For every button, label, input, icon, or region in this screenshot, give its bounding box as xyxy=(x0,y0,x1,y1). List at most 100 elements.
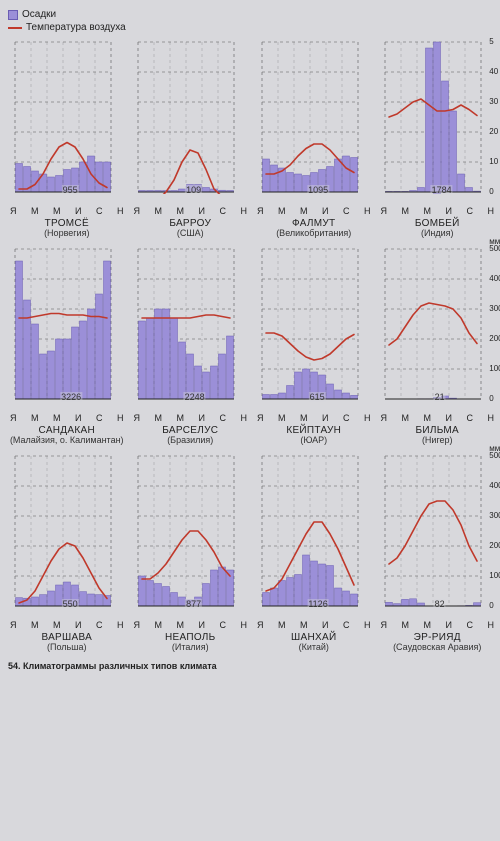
x-tick: С xyxy=(96,620,103,630)
chart-wrap: 215004003002001000мм xyxy=(383,247,491,412)
x-tick: Н xyxy=(240,413,247,423)
x-tick: И xyxy=(322,413,328,423)
precip-axis-tick: 300 xyxy=(489,304,500,313)
x-tick: С xyxy=(466,206,473,216)
x-axis-labels: ЯММИСН xyxy=(132,206,250,216)
climatogram-cell: 215004003002001000ммЯММИСНБИЛЬМА(Нигер) xyxy=(379,247,497,446)
page: Осадки Температура воздуха 955ЯММИСНТРОМ… xyxy=(0,0,500,675)
climatogram-cell: 955ЯММИСНТРОМСЁ(Норвегия) xyxy=(8,40,126,239)
precip-axis-tick: 400 xyxy=(489,481,500,490)
x-axis-labels: ЯММИСН xyxy=(255,620,373,630)
chart-wrap: 955 xyxy=(13,40,121,205)
x-tick: М xyxy=(402,620,410,630)
x-tick: И xyxy=(446,620,452,630)
climatogram-cell: 3226ЯММИСНСАНДАКАН(Малайзия, о. Калимант… xyxy=(8,247,126,446)
x-tick: Н xyxy=(117,620,124,630)
x-tick: С xyxy=(219,620,226,630)
x-tick: И xyxy=(322,206,328,216)
climatogram-svg xyxy=(136,40,244,194)
annual-precip-label: 877 xyxy=(185,599,202,609)
x-tick: С xyxy=(466,620,473,630)
country-name: (Великобритания) xyxy=(276,229,351,239)
x-tick: Н xyxy=(487,413,494,423)
precip-axis-tick: 40 xyxy=(489,67,500,76)
annual-precip-label: 2248 xyxy=(184,392,206,402)
x-tick: Я xyxy=(134,413,141,423)
climatogram-cell: 825004003002001000ммЯММИСНЭР-РИЯД(Саудов… xyxy=(379,454,497,653)
climatogram-svg xyxy=(260,247,368,401)
mm-unit-label: мм xyxy=(489,237,500,246)
precip-axis-tick: 100 xyxy=(489,571,500,580)
precip-axis-tick: 0 xyxy=(489,394,500,403)
climatogram-svg xyxy=(13,40,121,194)
x-axis-labels: ЯММИСН xyxy=(8,206,126,216)
temp-swatch xyxy=(8,27,22,29)
x-tick: Я xyxy=(257,206,264,216)
x-tick: М xyxy=(177,206,185,216)
precip-axis-tick: 5 xyxy=(489,37,500,46)
x-tick: М xyxy=(402,413,410,423)
x-tick: И xyxy=(199,413,205,423)
climatogram-svg xyxy=(383,247,491,401)
x-tick: И xyxy=(446,206,452,216)
precip-axis-tick: 300 xyxy=(489,511,500,520)
climatogram-cell: 877ЯММИСННЕАПОЛЬ(Италия) xyxy=(132,454,250,653)
x-tick: Я xyxy=(381,620,388,630)
chart-wrap: 1126 xyxy=(260,454,368,619)
country-name: (Саудовская Аравия) xyxy=(393,643,481,653)
annual-precip-label: 21 xyxy=(434,392,446,402)
x-tick: М xyxy=(300,620,308,630)
x-tick: М xyxy=(155,620,163,630)
x-tick: Я xyxy=(10,620,17,630)
x-tick: С xyxy=(96,206,103,216)
chart-wrap: 3226 xyxy=(13,247,121,412)
climatogram-grid: 955ЯММИСНТРОМСЁ(Норвегия)109ЯММИСНБАРРОУ… xyxy=(8,40,496,653)
climatogram-svg xyxy=(136,454,244,608)
x-tick: И xyxy=(75,206,81,216)
annual-precip-label: 1784 xyxy=(431,185,453,195)
precip-axis-tick: 30 xyxy=(489,97,500,106)
precip-axis-tick: 0 xyxy=(489,187,500,196)
x-tick: С xyxy=(219,206,226,216)
climatogram-svg xyxy=(13,247,121,401)
legend-temp-label: Температура воздуха xyxy=(26,21,126,34)
x-tick: М xyxy=(424,413,432,423)
legend-precip: Осадки xyxy=(8,8,496,21)
x-tick: Я xyxy=(134,620,141,630)
precip-axis-tick: 200 xyxy=(489,541,500,550)
x-tick: Н xyxy=(117,413,124,423)
country-name: (ЮАР) xyxy=(300,436,327,446)
x-tick: Н xyxy=(487,620,494,630)
x-tick: С xyxy=(343,620,350,630)
annual-precip-label: 1126 xyxy=(307,599,328,609)
x-tick: М xyxy=(300,413,308,423)
x-tick: Н xyxy=(364,206,371,216)
annual-precip-label: 550 xyxy=(62,599,79,609)
x-tick: М xyxy=(155,413,163,423)
precip-swatch xyxy=(8,10,18,20)
climatogram-svg xyxy=(13,454,121,608)
x-tick: С xyxy=(343,206,350,216)
x-tick: Я xyxy=(10,413,17,423)
x-axis-labels: ЯММИСН xyxy=(379,620,497,630)
x-tick: М xyxy=(177,413,185,423)
country-name: (США) xyxy=(177,229,204,239)
chart-wrap: 615 xyxy=(260,247,368,412)
annual-precip-label: 3226 xyxy=(60,392,82,402)
x-tick: С xyxy=(219,413,226,423)
x-tick: М xyxy=(53,413,61,423)
climatogram-svg xyxy=(260,454,368,608)
x-tick: Н xyxy=(364,413,371,423)
precip-axis-tick: 20 xyxy=(489,127,500,136)
x-axis-labels: ЯММИСН xyxy=(8,620,126,630)
x-axis-labels: ЯММИСН xyxy=(132,620,250,630)
climatogram-cell: 550ЯММИСНВАРШАВА(Польша) xyxy=(8,454,126,653)
climatogram-svg xyxy=(383,40,491,194)
country-name: (Малайзия, о. Калимантан) xyxy=(10,436,124,446)
country-name: (Китай) xyxy=(299,643,329,653)
annual-precip-label: 82 xyxy=(434,599,446,609)
x-axis-labels: ЯММИСН xyxy=(255,413,373,423)
annual-precip-label: 955 xyxy=(62,185,79,195)
x-tick: Н xyxy=(487,206,494,216)
legend-precip-label: Осадки xyxy=(22,8,56,21)
